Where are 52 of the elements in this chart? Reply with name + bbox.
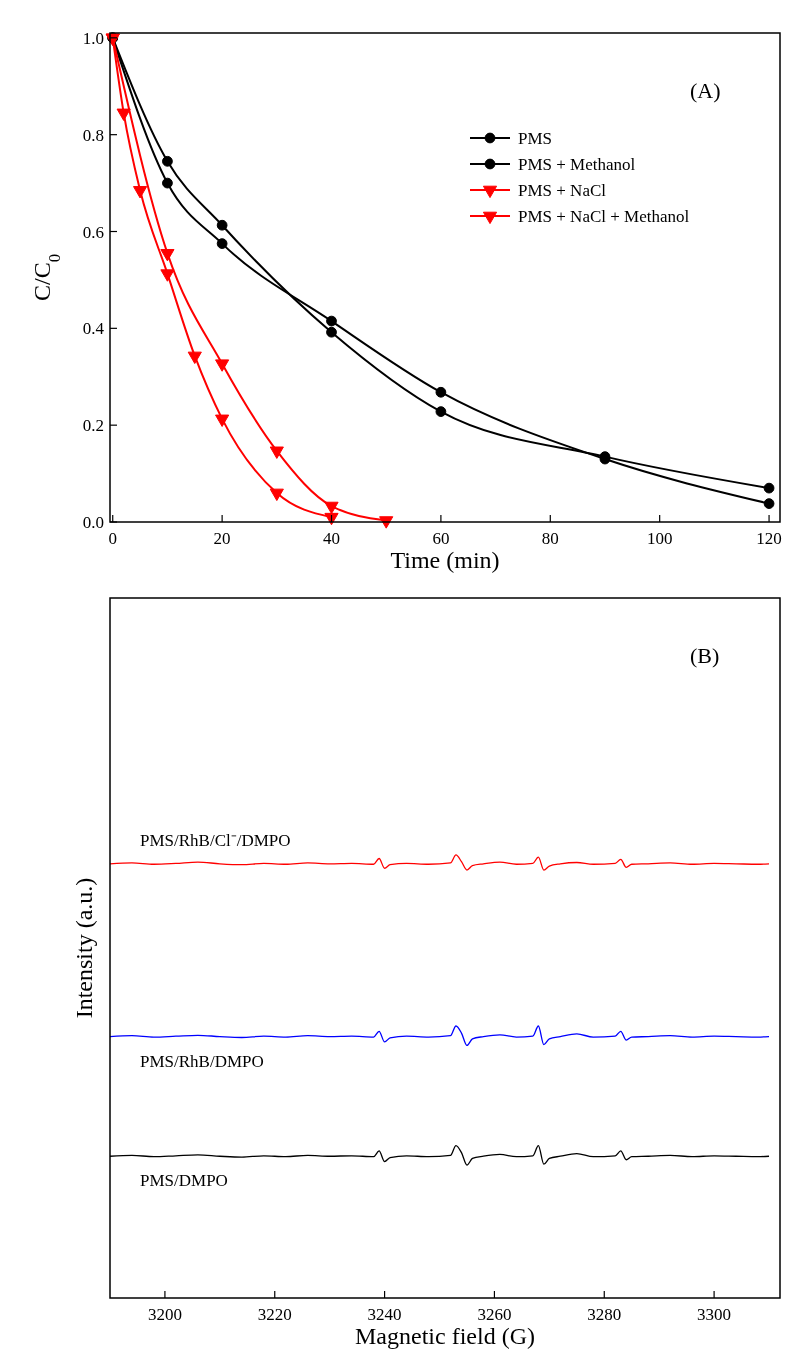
x-tick-label: 20 (213, 529, 231, 548)
point (269, 488, 284, 502)
point (215, 359, 230, 372)
x-tick-label: 120 (756, 529, 782, 548)
x-tick-label: 100 (646, 529, 673, 548)
y-tick-label: 0.0 (82, 513, 104, 532)
x-tick-label: 3220 (257, 1305, 292, 1324)
x-tick-label: 60 (432, 529, 450, 548)
point (326, 326, 337, 338)
point (216, 219, 228, 231)
y-tick-label: 0.4 (82, 319, 105, 339)
point (435, 386, 447, 398)
x-axis-title: Time (min) (390, 547, 500, 573)
x-tick-label: 40 (323, 529, 341, 548)
point (763, 498, 775, 509)
y-tick-label: 0.8 (82, 125, 104, 145)
point (216, 238, 228, 249)
point (133, 186, 148, 199)
y-tick-label: 0.6 (82, 222, 104, 242)
annotation: (A) (690, 78, 721, 103)
series-label: PMS/RhB/DMPO (140, 1051, 264, 1071)
text: (B) (690, 643, 720, 668)
point (326, 315, 337, 327)
point (435, 406, 447, 417)
point (187, 351, 202, 365)
legend-label: PMS + NaCl + Methanol (518, 207, 690, 226)
x-tick-label: 3200 (147, 1305, 182, 1324)
point (324, 501, 339, 515)
series-label: PMS/DMPO (140, 1171, 228, 1191)
point (215, 414, 230, 427)
point (162, 155, 173, 167)
point (379, 516, 394, 529)
point (116, 108, 131, 121)
x-tick-label: 3280 (587, 1305, 622, 1324)
x-tick-label: 3240 (367, 1305, 402, 1324)
x-tick-label: 80 (541, 529, 559, 548)
x-tick-label: 3300 (697, 1305, 732, 1324)
series-label: PMS/RhB/Cl⁻/DMPO (140, 830, 291, 850)
point (162, 177, 173, 189)
legend-label: PMS + Methanol (518, 155, 636, 174)
legend-label: PMS (518, 129, 553, 148)
x-tick-label: 3260 (477, 1305, 512, 1324)
point (160, 269, 175, 282)
y-axis-title: Intensity (a.u.) (71, 877, 97, 1019)
y-tick-label: 0.2 (82, 416, 104, 436)
point (763, 482, 775, 494)
point (160, 248, 175, 262)
point (269, 446, 284, 459)
y-tick-label: 1.0 (82, 28, 104, 48)
x-tick-label: 0 (108, 529, 117, 548)
legend-label: PMS + NaCl (518, 181, 607, 200)
x-axis-title: Magnetic field (G) (355, 1323, 535, 1349)
